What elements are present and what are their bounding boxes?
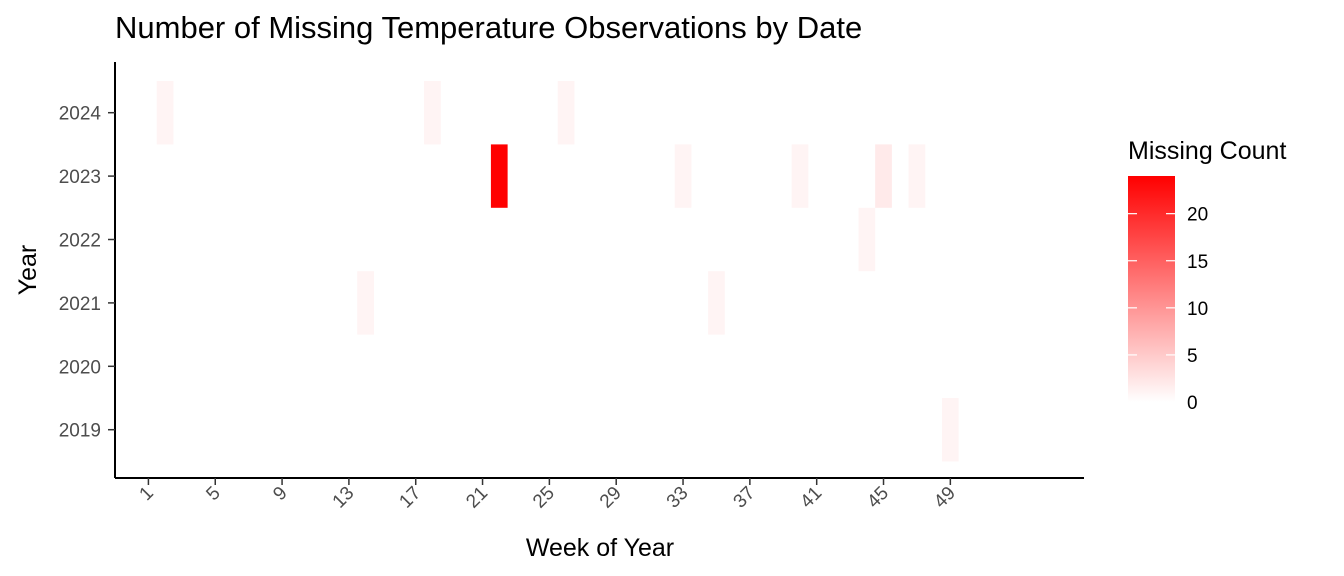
heatmap-cell: [908, 144, 926, 208]
x-tick-label: 41: [796, 483, 826, 513]
x-tick-label: 13: [329, 483, 359, 513]
x-tick-label: 33: [663, 483, 693, 513]
heatmap-cell: [941, 398, 959, 462]
x-tick-label: 5: [202, 483, 224, 505]
chart-title: Number of Missing Temperature Observatio…: [115, 10, 863, 45]
heatmap-cell: [357, 271, 374, 335]
y-axis-title: Year: [14, 245, 42, 296]
legend-tick-label: 10: [1187, 299, 1208, 320]
x-tick-label: 1: [136, 483, 158, 505]
heatmap-cell: [708, 271, 725, 335]
x-tick-label: 17: [395, 483, 425, 513]
heatmap-cell: [858, 207, 876, 272]
heatmap-cell: [674, 144, 692, 208]
x-tick-label: 49: [930, 483, 960, 513]
x-tick-label: 37: [730, 483, 760, 513]
y-tick-label: 2021: [59, 294, 101, 315]
heatmap-cell: [557, 81, 575, 145]
legend-colorbar: [1128, 176, 1175, 402]
legend-tick-label: 0: [1187, 393, 1198, 414]
heatmap-cell: [791, 144, 809, 208]
legend-title: Missing Count: [1128, 137, 1286, 165]
y-tick-label: 2019: [59, 421, 101, 442]
x-tick-label: 25: [529, 483, 559, 513]
y-tick-label: 2020: [59, 357, 101, 378]
legend-tick-label: 5: [1187, 346, 1198, 367]
y-tick-label: 2022: [59, 231, 101, 252]
y-tick-label: 2023: [59, 167, 101, 188]
y-axis: 2019 2020 2021 2022 2023 2024: [59, 62, 116, 478]
x-tick-label: 21: [462, 483, 492, 513]
x-axis: 1 5 9 13 17 21 25 29 33 37 41 45 49: [115, 477, 1084, 513]
heatmap-cell: [875, 144, 892, 208]
heatmap-cell: [424, 81, 441, 145]
x-tick-label: 29: [596, 483, 626, 513]
legend-tick-label: 20: [1187, 205, 1208, 226]
heatmap-cell: [490, 144, 508, 208]
legend-ticks: 0 5 10 15 20: [1128, 205, 1208, 414]
heatmap-cells: [156, 81, 959, 462]
x-tick-label: 45: [863, 483, 893, 513]
legend-tick-label: 15: [1187, 252, 1208, 273]
x-axis-title: Week of Year: [526, 534, 674, 562]
y-tick-label: 2024: [59, 104, 102, 125]
legend: Missing Count 0 5 10 15 20: [1128, 137, 1286, 414]
x-tick-label: 9: [269, 483, 291, 505]
heatmap-cell: [156, 81, 174, 145]
